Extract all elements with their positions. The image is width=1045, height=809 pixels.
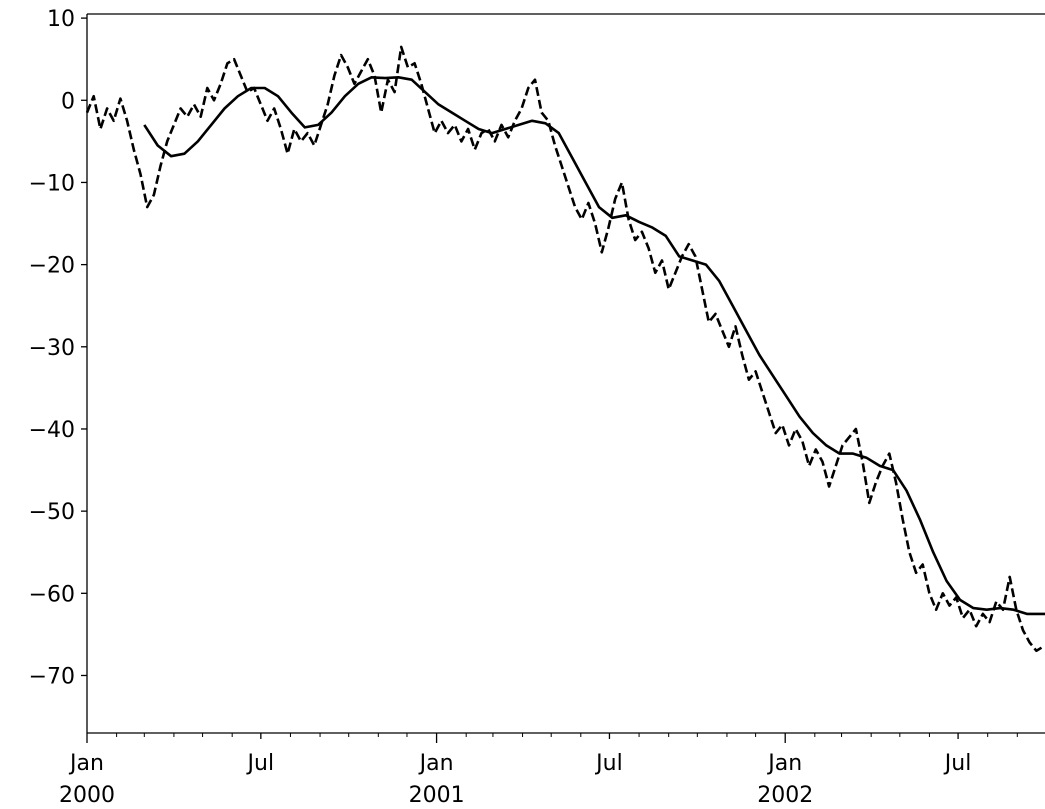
- y-tick-label: 0: [61, 89, 75, 114]
- series-line-1-dashed: [85, 45, 1044, 653]
- x-tick-label: Jan: [766, 751, 802, 776]
- y-tick-label: −60: [29, 582, 75, 607]
- x-tick-label: Jul: [594, 751, 623, 776]
- y-tick-label: −20: [29, 254, 75, 279]
- x-tick-label: Jan: [418, 751, 454, 776]
- y-tick-label: 10: [47, 7, 75, 32]
- x-tick-year-label: 2000: [59, 783, 115, 808]
- series-layer: [85, 45, 1045, 653]
- x-tick-year-label: 2002: [757, 783, 813, 808]
- x-tick-label: Jul: [246, 751, 275, 776]
- x-tick-label: Jan: [68, 751, 104, 776]
- axes-layer: [86, 13, 1045, 734]
- series-line-2-solid: [143, 76, 1045, 616]
- y-tick-label: −50: [29, 500, 75, 525]
- y-tick-label: −30: [29, 336, 75, 361]
- y-tick-label: −70: [29, 664, 75, 689]
- y-tick-label: −40: [29, 418, 75, 443]
- x-tick-year-label: 2001: [409, 783, 465, 808]
- x-ticks: Jan 2000 Jul Jan 2001 Jul Jan 2002 Jul: [59, 733, 1018, 808]
- y-ticks: 10 0 −10 −20 −30 −40 −50 −60 −70: [29, 7, 87, 689]
- y-tick-label: −10: [29, 171, 75, 196]
- x-tick-label: Jul: [943, 751, 972, 776]
